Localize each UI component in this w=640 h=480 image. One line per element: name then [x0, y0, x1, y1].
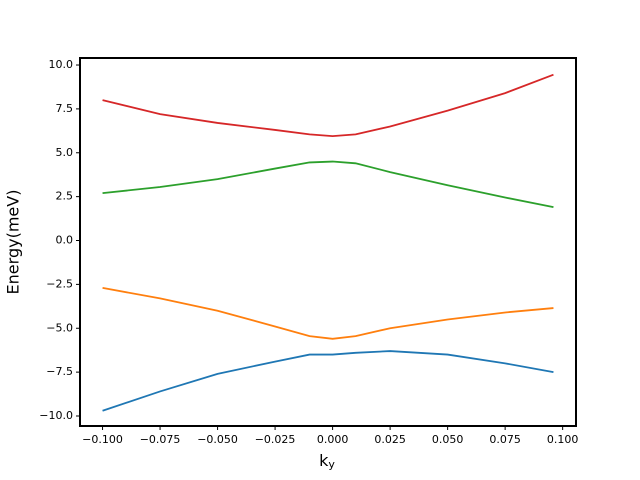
x-tick-label: −0.050 [197, 433, 238, 446]
x-tick-label: −0.100 [82, 433, 123, 446]
x-tick-label: −0.025 [255, 433, 296, 446]
series-line [102, 287, 554, 340]
x-label-main: k [319, 451, 329, 470]
y-tick-label: −5.0 [46, 321, 73, 334]
y-tick-label: 7.5 [56, 102, 74, 115]
x-tick-label: −0.075 [140, 433, 181, 446]
y-tick-label: 5.0 [56, 146, 74, 159]
y-tick-label: 10.0 [49, 58, 74, 71]
y-tick-label: −7.5 [46, 365, 73, 378]
x-tick-label: 0.000 [317, 433, 349, 446]
x-tick-label: 0.100 [547, 433, 579, 446]
x-tick-label: 0.025 [374, 433, 406, 446]
y-axis-label: Energy(meV) [4, 190, 23, 295]
series-line [102, 350, 554, 412]
y-tick-label: 0.0 [56, 234, 74, 247]
series-line [102, 73, 554, 137]
x-tick-label: 0.075 [489, 433, 521, 446]
x-label-sub: y [328, 458, 335, 471]
plot-frame [79, 57, 577, 427]
y-tick-label: −10.0 [39, 409, 73, 422]
y-tick-label: −2.5 [46, 277, 73, 290]
y-tick-label: 2.5 [56, 190, 74, 203]
series-line [102, 160, 554, 209]
x-axis-label: ky [319, 451, 335, 472]
x-tick-label: 0.050 [432, 433, 464, 446]
